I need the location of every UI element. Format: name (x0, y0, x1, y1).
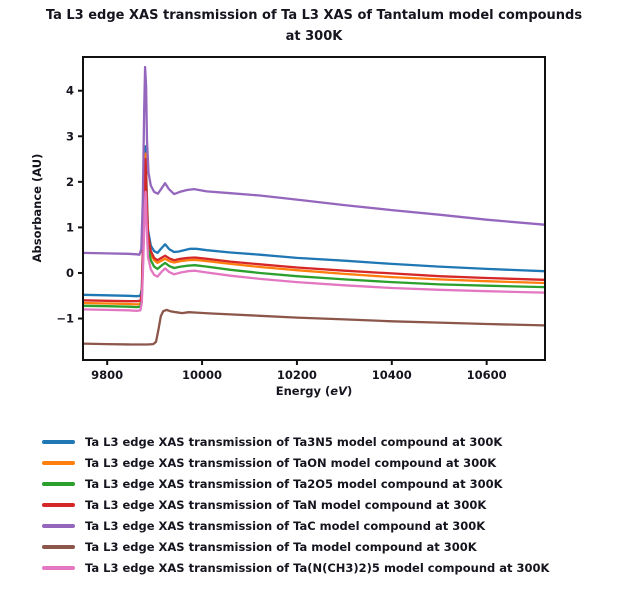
legend-swatch (42, 502, 75, 507)
y-tick-label: −1 (56, 312, 74, 326)
legend-label: Ta L3 edge XAS transmission of TaON mode… (85, 455, 497, 470)
y-axis-label-text: Absorbance (AU) (30, 153, 44, 263)
y-tick-label: 3 (66, 129, 74, 143)
legend-swatch (42, 565, 75, 570)
legend-label: Ta L3 edge XAS transmission of TaN model… (85, 497, 487, 512)
x-tick-label: 10000 (182, 368, 222, 382)
legend-swatch (42, 523, 75, 528)
legend-item-2: Ta L3 edge XAS transmission of Ta2O5 mod… (42, 473, 549, 494)
y-axis-label: Absorbance (AU) (30, 128, 44, 288)
y-tick-label: 0 (66, 266, 74, 280)
legend-label: Ta L3 edge XAS transmission of TaC model… (85, 518, 486, 533)
legend-swatch (42, 460, 75, 465)
legend-item-6: Ta L3 edge XAS transmission of Ta(N(CH3)… (42, 557, 549, 578)
legend: Ta L3 edge XAS transmission of Ta3N5 mod… (42, 431, 549, 578)
x-tick-label: 10600 (467, 368, 507, 382)
y-tick-label: 2 (66, 175, 74, 189)
series-line-5 (83, 308, 545, 346)
legend-label: Ta L3 edge XAS transmission of Ta(N(CH3)… (85, 560, 550, 575)
legend-item-1: Ta L3 edge XAS transmission of TaON mode… (42, 452, 549, 473)
x-tick-label: 10400 (372, 368, 412, 382)
legend-item-3: Ta L3 edge XAS transmission of TaN model… (42, 494, 549, 515)
series-line-1 (83, 152, 545, 306)
y-tick-label: 1 (66, 220, 74, 234)
legend-label: Ta L3 edge XAS transmission of Ta2O5 mod… (85, 476, 503, 491)
legend-item-0: Ta L3 edge XAS transmission of Ta3N5 mod… (42, 431, 549, 452)
legend-swatch (42, 544, 75, 549)
series-line-6 (83, 190, 545, 312)
y-tick-label: 4 (66, 84, 74, 98)
legend-label: Ta L3 edge XAS transmission of Ta model … (85, 539, 477, 554)
x-tick-label: 9800 (91, 368, 123, 382)
legend-swatch (42, 481, 75, 486)
x-axis-label: Energy (eV) (275, 384, 353, 398)
plot-area: 9800 10000 10200 10400 10600 4 3 2 1 0 −1 (56, 56, 546, 382)
legend-swatch (42, 439, 75, 444)
legend-item-4: Ta L3 edge XAS transmission of TaC model… (42, 515, 549, 536)
axes-frame (82, 56, 546, 361)
legend-item-5: Ta L3 edge XAS transmission of Ta model … (42, 536, 549, 557)
series-line-4 (83, 65, 545, 256)
legend-label: Ta L3 edge XAS transmission of Ta3N5 mod… (85, 434, 503, 449)
chart-title: Ta L3 edge XAS transmission of Ta L3 XAS… (45, 8, 583, 44)
x-tick-label: 10200 (277, 368, 317, 382)
